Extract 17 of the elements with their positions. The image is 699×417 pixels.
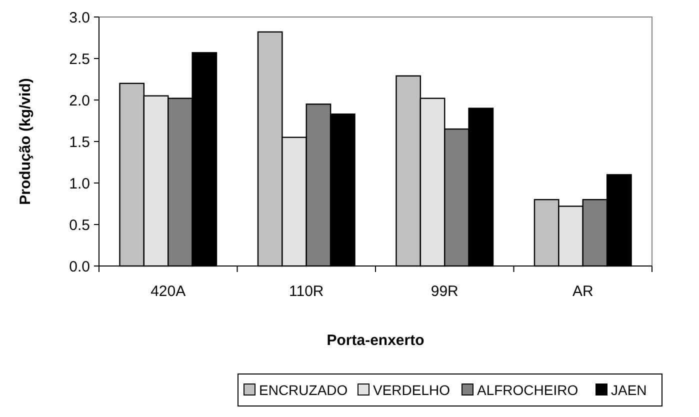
x-tick-label: AR (572, 283, 594, 300)
x-axis-title: Porta-enxerto (326, 332, 424, 349)
y-tick-label: 2.5 (69, 50, 90, 68)
x-tick-label: 99R (430, 283, 459, 300)
x-tick-label: 110R (289, 283, 324, 300)
x-tick-label: 420A (150, 283, 186, 300)
legend-label: JAEN (611, 382, 647, 398)
y-tick-label: 2.0 (69, 92, 90, 110)
y-tick-label: 0.5 (69, 216, 90, 234)
y-axis-title: Produção (kg/vid) (17, 78, 34, 205)
legend-label: ALFROCHEIRO (477, 382, 578, 398)
y-tick-label: 1.0 (69, 175, 90, 192)
y-tick-label: 0.0 (69, 258, 90, 276)
legend-label: ENCRUZADO (259, 382, 348, 398)
y-tick-label: 3.0 (69, 9, 90, 26)
legend-label: VERDELHO (373, 382, 450, 398)
y-tick-label: 1.5 (69, 134, 90, 151)
